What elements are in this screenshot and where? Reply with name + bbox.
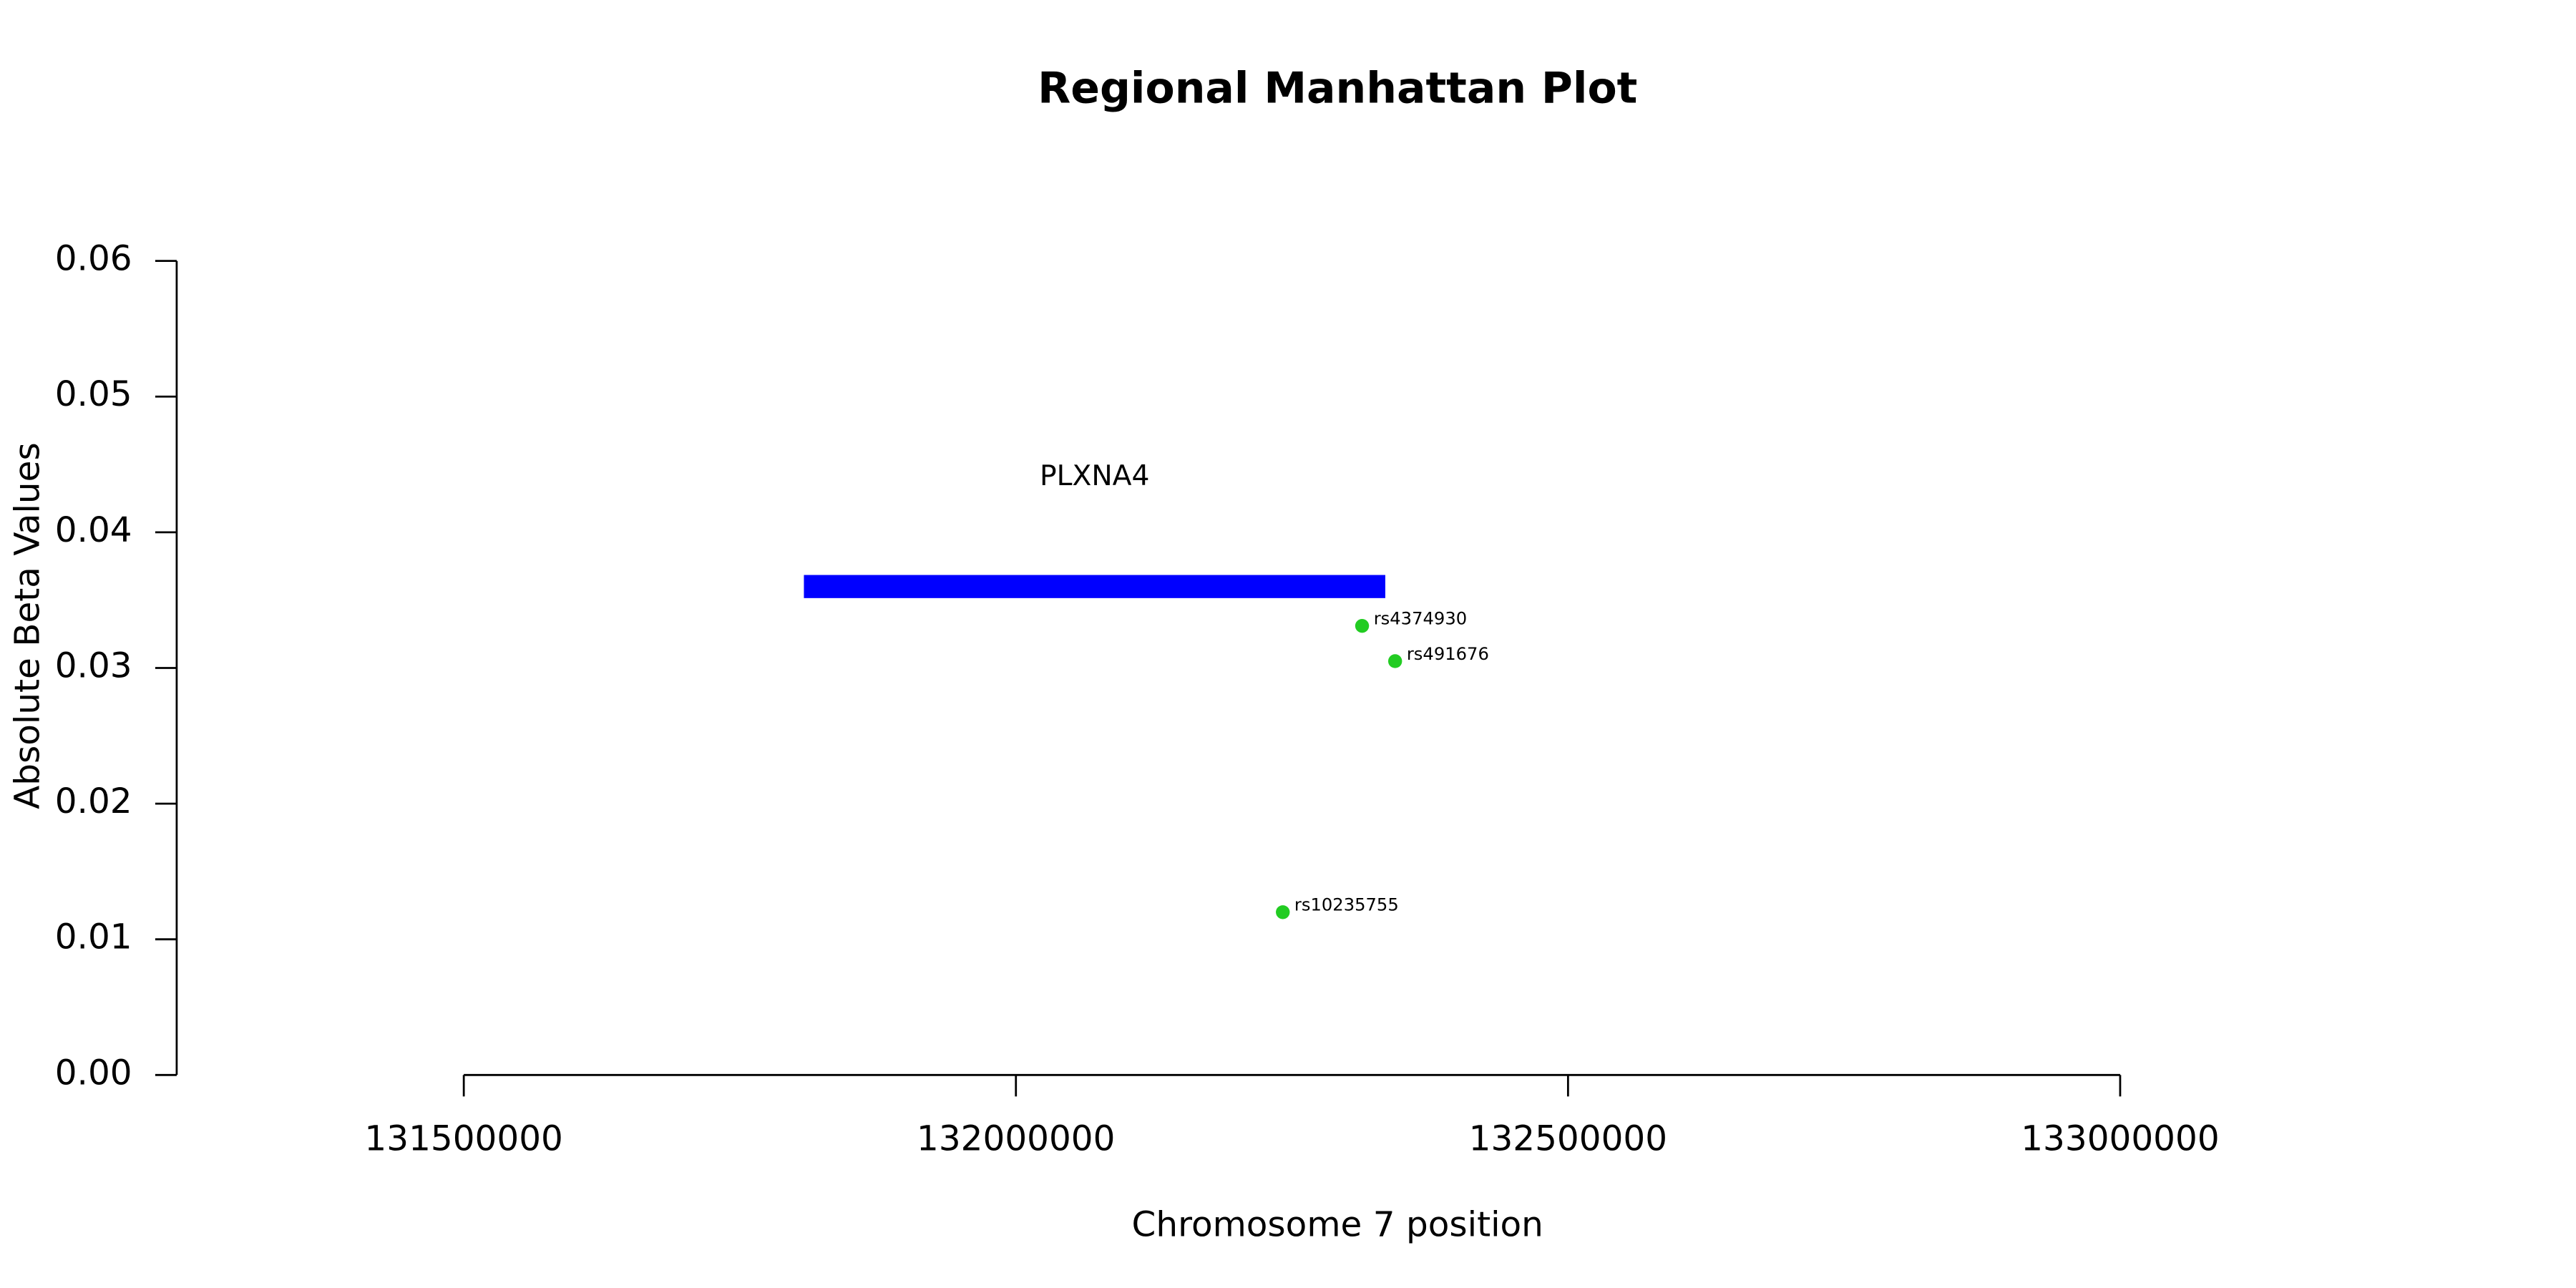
y-tick-label: 0.00 <box>55 1053 132 1093</box>
data-point <box>1387 654 1402 668</box>
x-axis-label: Chromosome 7 position <box>1132 1205 1543 1245</box>
x-tick-label: 132500000 <box>1469 1119 1667 1159</box>
y-axis-label: Absolute Beta Values <box>8 442 48 809</box>
y-tick-label: 0.05 <box>55 374 132 414</box>
data-point <box>1355 618 1370 633</box>
y-tick-label: 0.01 <box>55 917 132 957</box>
x-tick-label: 133000000 <box>2021 1119 2219 1159</box>
data-point <box>1276 905 1290 919</box>
chart-title: Regional Manhattan Plot <box>1038 64 1637 114</box>
gene-label: PLXNA4 <box>1040 460 1150 492</box>
y-tick-label: 0.03 <box>55 645 132 686</box>
point-label: rs4374930 <box>1374 608 1467 628</box>
point-label: rs10235755 <box>1294 895 1399 915</box>
y-tick-label: 0.04 <box>55 510 132 550</box>
x-tick-label: 131500000 <box>364 1119 562 1159</box>
point-label: rs491676 <box>1407 644 1489 664</box>
gene-bar <box>804 575 1385 598</box>
x-tick-label: 132000000 <box>917 1119 1115 1159</box>
y-tick-label: 0.06 <box>55 239 132 279</box>
y-tick-label: 0.02 <box>55 781 132 821</box>
